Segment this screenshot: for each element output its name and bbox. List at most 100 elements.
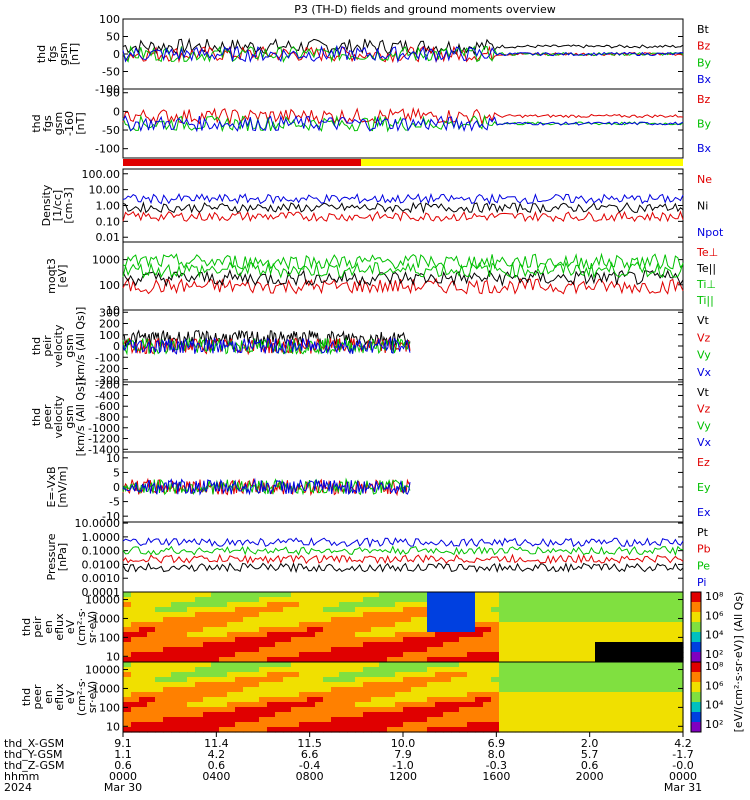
spectrogram-cell: [595, 607, 604, 613]
spectrogram-cell: [163, 717, 172, 723]
spectrogram-cell: [675, 647, 684, 653]
spectrogram-cell: [371, 682, 380, 688]
y-tick-label: 0.01: [96, 231, 121, 244]
spectrogram-cell: [459, 682, 468, 688]
spectrogram-cell: [307, 702, 316, 708]
spectrogram-cell: [675, 607, 684, 613]
spectrogram-cell: [235, 607, 244, 613]
spectrogram-cell: [459, 697, 468, 703]
spectrogram-cell: [379, 727, 388, 733]
spectrogram-cell: [411, 637, 420, 643]
spectrogram-cell: [147, 677, 156, 683]
spectrogram-cell: [339, 682, 348, 688]
spectrogram-cell: [459, 647, 468, 653]
spectrogram-cell: [643, 727, 652, 733]
spectrogram-cell: [275, 657, 284, 663]
spectrogram-cell: [515, 677, 524, 683]
spectrogram-cell: [635, 647, 644, 653]
spectrogram-cell: [499, 672, 508, 678]
y-tick-label: -5: [109, 496, 120, 509]
spectrogram-cell: [483, 607, 492, 613]
x-tick-label: -1.0: [392, 759, 413, 772]
spectrogram-cell: [123, 662, 132, 668]
spectrogram-cell: [443, 722, 452, 728]
spectrogram-cell: [123, 647, 132, 653]
spectrogram-cell: [179, 602, 188, 608]
spectrogram-cell: [555, 687, 564, 693]
spectrogram-cell: [131, 622, 140, 628]
spectrogram-cell: [339, 647, 348, 653]
spectrogram-cell: [467, 667, 476, 673]
spectrogram-cell: [659, 602, 668, 608]
spectrogram-cell: [483, 642, 492, 648]
spectrogram-cell: [499, 612, 508, 618]
spectrogram-cell: [347, 677, 356, 683]
spectrogram-cell: [347, 612, 356, 618]
spectrogram-cell: [603, 637, 612, 643]
spectrogram-cell: [243, 627, 252, 633]
spectrogram-cell: [491, 642, 500, 648]
spectrogram-cell: [227, 637, 236, 643]
spectrogram-cell: [491, 612, 500, 618]
spectrogram-cell: [307, 687, 316, 693]
spectrogram-cell: [427, 672, 436, 678]
x-tick-label: 0.6: [581, 759, 599, 772]
spectrogram-cell: [435, 727, 444, 733]
spectrogram-cell: [459, 602, 468, 608]
spectrogram-cell: [291, 682, 300, 688]
spectrogram-cell: [259, 727, 268, 733]
legend-label: Vx: [697, 436, 712, 449]
spectrogram-cell: [475, 597, 484, 603]
spectrogram-cell: [475, 642, 484, 648]
spectrogram-cell: [675, 622, 684, 628]
spectrogram-cell: [315, 647, 324, 653]
spectrogram-cell: [531, 602, 540, 608]
spectrogram-cell: [475, 712, 484, 718]
spectrogram-cell: [427, 647, 436, 653]
spectrogram-cell: [603, 672, 612, 678]
spectrogram-cell: [659, 717, 668, 723]
spectrogram-cell: [123, 637, 132, 643]
spectrogram-cell: [571, 722, 580, 728]
y-tick-label: 0: [113, 48, 120, 61]
spectrogram-cell: [499, 657, 508, 663]
spectrogram-cell: [667, 712, 676, 718]
spectrogram-cell: [403, 642, 412, 648]
spectrogram-cell: [627, 667, 636, 673]
spectrogram-cell: [427, 682, 436, 688]
spectrogram-cell: [211, 602, 220, 608]
spectrogram-cell: [603, 682, 612, 688]
spectrogram-cell: [267, 617, 276, 623]
spectrogram-cell: [379, 592, 388, 598]
x-tick-label: -0.3: [486, 759, 507, 772]
spectrogram-cell: [307, 642, 316, 648]
spectrogram-cell: [171, 707, 180, 713]
spectrogram-cell: [379, 667, 388, 673]
spectrogram-cell: [515, 617, 524, 623]
spectrogram-cell: [243, 707, 252, 713]
spectrogram-cell: [403, 672, 412, 678]
spectrogram-cell: [187, 632, 196, 638]
spectrogram-cell: [411, 617, 420, 623]
spectrogram-cell: [339, 672, 348, 678]
spectrogram-cell: [619, 657, 628, 663]
spectrogram-cell: [187, 617, 196, 623]
spectrogram-cell: [331, 597, 340, 603]
spectrogram-cell: [307, 662, 316, 668]
spectrogram-cell: [491, 667, 500, 673]
spectrogram-cell: [411, 677, 420, 683]
spectrogram-cell: [483, 702, 492, 708]
spectrogram-cell: [299, 717, 308, 723]
spectrogram-cell: [643, 637, 652, 643]
spectrogram-cell: [331, 672, 340, 678]
spectrogram-cell: [379, 617, 388, 623]
spectrogram-cell: [539, 632, 548, 638]
spectrogram-cell: [339, 627, 348, 633]
spectrogram-cell: [179, 692, 188, 698]
spectrogram-cell: [667, 642, 676, 648]
spectrogram-cell: [619, 677, 628, 683]
spectrogram-cell: [147, 722, 156, 728]
spectrogram-cell: [547, 702, 556, 708]
spectrogram-cell: [387, 617, 396, 623]
